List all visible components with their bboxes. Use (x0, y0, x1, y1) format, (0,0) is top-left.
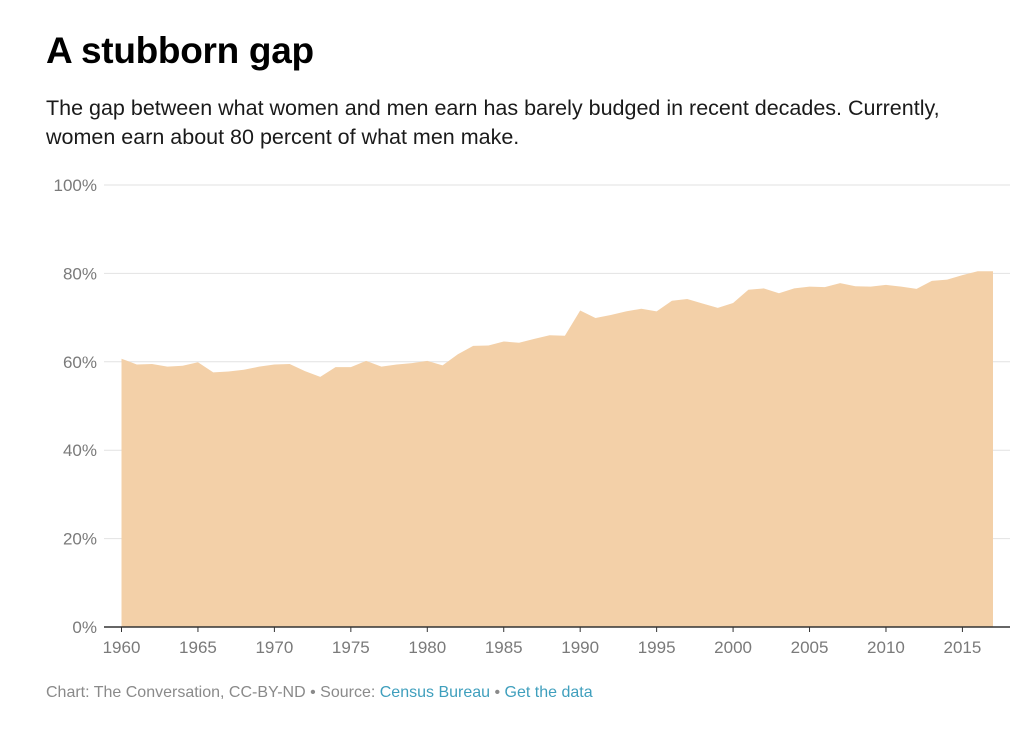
data-point-1964 (181, 364, 185, 368)
y-tick-label-100: 100% (54, 176, 97, 195)
data-point-1975 (349, 365, 353, 369)
data-point-2002 (762, 286, 766, 290)
earnings-ratio-area (121, 271, 993, 627)
data-point-2004 (792, 286, 796, 290)
data-point-1982 (456, 352, 460, 356)
data-point-1985 (502, 339, 506, 343)
data-point-1986 (517, 341, 521, 345)
x-tick-label-1975: 1975 (332, 638, 370, 657)
x-tick-label-1960: 1960 (103, 638, 141, 657)
data-point-1978 (395, 362, 399, 366)
data-point-2013 (930, 279, 934, 283)
get-the-data-link[interactable]: Get the data (504, 684, 593, 701)
data-point-1991 (593, 316, 597, 320)
x-tick-label-1965: 1965 (179, 638, 217, 657)
data-point-1977 (379, 365, 383, 369)
data-point-1983 (471, 344, 475, 348)
data-point-1968 (242, 368, 246, 372)
data-point-2003 (777, 291, 781, 295)
data-point-1967 (227, 370, 231, 374)
data-point-1969 (257, 365, 261, 369)
data-point-2015 (960, 273, 964, 277)
data-point-2006 (823, 285, 827, 289)
data-point-1974 (334, 365, 338, 369)
data-point-2009 (869, 285, 873, 289)
y-tick-label-0: 0% (72, 618, 97, 637)
credit-text: Chart: The Conversation, CC-BY-ND (46, 684, 306, 701)
data-point-1962 (150, 362, 154, 366)
data-point-1960 (120, 357, 124, 361)
data-point-1973 (318, 375, 322, 379)
data-point-1976 (364, 359, 368, 363)
data-point-2014 (945, 278, 949, 282)
data-point-1984 (486, 343, 490, 347)
x-tick-label-2010: 2010 (867, 638, 905, 657)
data-point-2017 (991, 269, 995, 273)
data-point-1993 (624, 309, 628, 313)
data-point-1996 (670, 299, 674, 303)
data-point-2010 (884, 283, 888, 287)
y-axis-ticks: 0% 20% 40% 60% 80% 100% (54, 176, 97, 637)
data-point-1963 (165, 365, 169, 369)
data-point-2001 (746, 288, 750, 292)
data-point-1961 (135, 362, 139, 366)
data-point-1989 (563, 334, 567, 338)
x-tick-label-1985: 1985 (485, 638, 523, 657)
data-point-1965 (196, 360, 200, 364)
data-point-1972 (303, 369, 307, 373)
data-point-1990 (578, 309, 582, 313)
data-point-1995 (655, 309, 659, 313)
x-tick-label-1990: 1990 (561, 638, 599, 657)
data-point-1980 (425, 359, 429, 363)
x-tick-label-2005: 2005 (791, 638, 829, 657)
x-axis-ticks: 1960 1965 1970 1975 1980 1985 1990 1995 2000 2005… (103, 627, 982, 657)
source-label: Source: (320, 684, 380, 701)
x-tick-label-1995: 1995 (638, 638, 676, 657)
separator-dot: • (490, 684, 505, 701)
y-tick-label-40: 40% (63, 441, 97, 460)
data-point-1994 (639, 307, 643, 311)
x-tick-label-2015: 2015 (944, 638, 982, 657)
data-point-1981 (441, 363, 445, 367)
census-bureau-link[interactable]: Census Bureau (379, 684, 491, 701)
data-point-2011 (899, 285, 903, 289)
data-point-2005 (808, 285, 812, 289)
x-tick-label-1970: 1970 (255, 638, 293, 657)
data-point-1998 (701, 301, 705, 305)
data-point-1999 (716, 306, 720, 310)
data-point-1966 (211, 370, 215, 374)
data-point-1997 (685, 297, 689, 301)
data-point-2016 (976, 269, 980, 273)
x-tick-label-2000: 2000 (714, 638, 752, 657)
data-point-1987 (532, 337, 536, 341)
data-point-2012 (915, 287, 919, 291)
data-point-1988 (548, 333, 552, 337)
chart-footer: Chart: The Conversation, CC-BY-ND • Sour… (46, 684, 593, 702)
data-point-1992 (609, 313, 613, 317)
y-tick-label-20: 20% (63, 530, 97, 549)
separator-dot: • (305, 684, 321, 701)
data-point-2008 (853, 284, 857, 288)
y-tick-label-60: 60% (63, 353, 97, 372)
chart-title: A stubborn gap (46, 30, 314, 71)
chart-subtitle: The gap between what women and men earn … (46, 96, 940, 149)
data-point-1979 (410, 361, 414, 365)
data-point-2000 (731, 301, 735, 305)
data-point-2007 (838, 281, 842, 285)
x-tick-label-1980: 1980 (408, 638, 446, 657)
data-point-1970 (272, 362, 276, 366)
data-point-1971 (288, 362, 292, 366)
y-tick-label-80: 80% (63, 264, 97, 283)
